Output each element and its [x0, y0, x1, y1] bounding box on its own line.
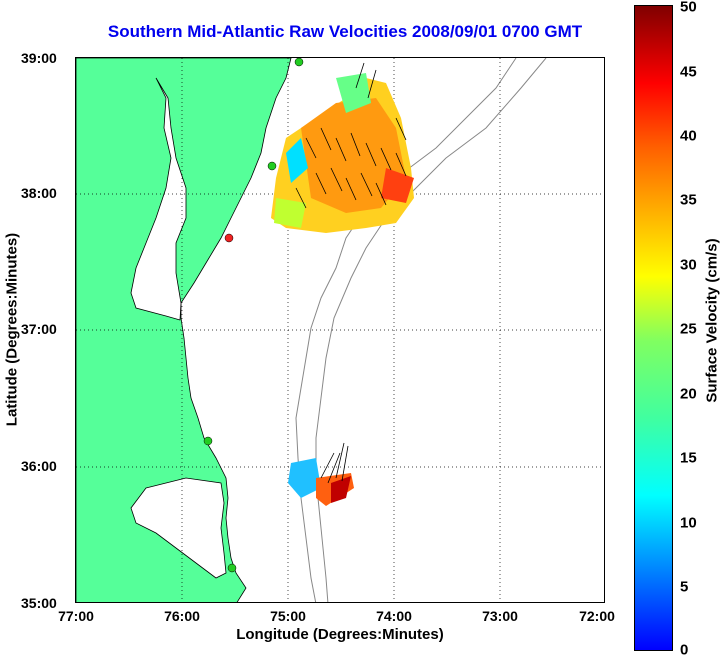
velocity-patch-south: [288, 442, 354, 506]
x-axis-label: Longitude (Degrees:Minutes): [236, 626, 444, 643]
colorbar: [634, 5, 673, 651]
colorbar-tick-label: 20: [680, 385, 697, 403]
colorbar-tick-label: 35: [680, 191, 697, 209]
colorbar-tick-label: 5: [680, 578, 689, 596]
y-tick-label: 38:00: [21, 185, 57, 201]
colorbar-tick-label: 40: [680, 127, 697, 145]
x-tick-label: 77:00: [58, 608, 94, 624]
x-tick-label: 75:00: [270, 608, 306, 624]
map-plot-area[interactable]: [75, 57, 605, 603]
colorbar-tick-label: 10: [680, 514, 697, 532]
colorbar-tick-label: 45: [680, 63, 697, 81]
bathymetry-contour: [315, 58, 547, 602]
colorbar-tick-label: 50: [680, 0, 697, 16]
colorbar-tick-label: 30: [680, 256, 697, 274]
bathymetry-contour: [295, 58, 517, 602]
y-tick-label: 36:00: [21, 458, 57, 474]
x-tick-label: 72:00: [579, 608, 615, 624]
x-tick-label: 73:00: [482, 608, 518, 624]
chart-title: Southern Mid-Atlantic Raw Velocities 200…: [107, 22, 583, 41]
land-mass: [76, 58, 292, 602]
colorbar-tick-label: 15: [680, 449, 697, 467]
station-marker[interactable]: [203, 436, 213, 446]
colorbar-tick-label: 25: [680, 320, 697, 338]
map-svg: [76, 58, 604, 602]
colorbar-tick-label: 0: [680, 641, 689, 659]
station-marker[interactable]: [227, 563, 237, 573]
y-tick-label: 39:00: [21, 50, 57, 66]
station-marker[interactable]: [267, 161, 277, 171]
y-tick-label: 35:00: [21, 595, 57, 611]
chesapeake-bay: [130, 77, 187, 321]
pamlico-sound: [130, 477, 227, 579]
y-axis-label: Latitude (Degrees:Minutes): [3, 232, 21, 427]
velocity-patch-north: [271, 62, 414, 233]
station-marker[interactable]: [224, 233, 234, 243]
station-marker[interactable]: [294, 58, 304, 67]
colorbar-label: Surface Velocity (cm/s): [703, 238, 721, 403]
y-tick-label: 37:00: [21, 321, 57, 337]
x-tick-label: 76:00: [164, 608, 200, 624]
x-tick-label: 74:00: [376, 608, 412, 624]
